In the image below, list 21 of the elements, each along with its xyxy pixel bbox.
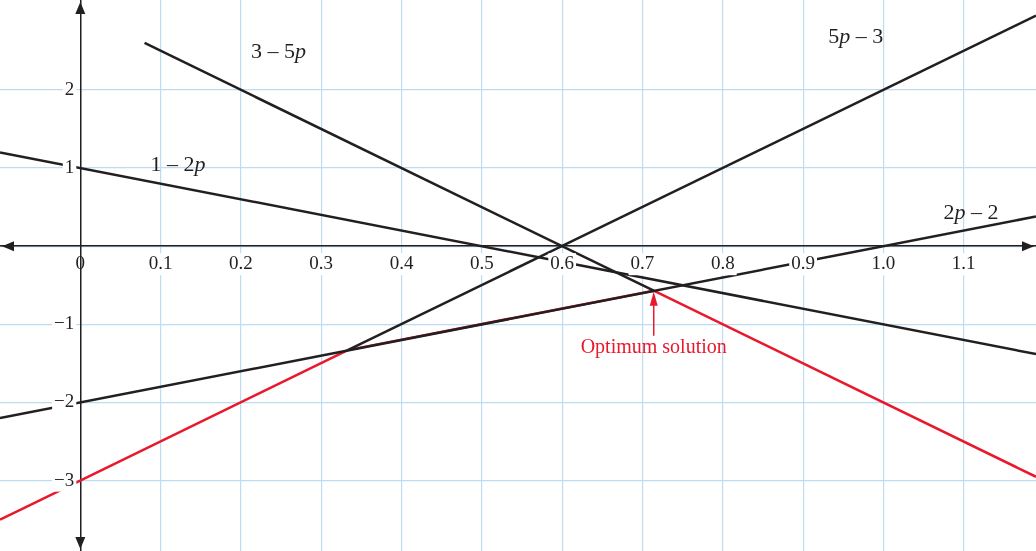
x-tick-label: 1.1 xyxy=(951,252,976,274)
y-tick-label: −3 xyxy=(54,468,75,490)
y-tick-label: 2 xyxy=(64,77,75,99)
x-tick-label: 0.5 xyxy=(469,252,494,274)
x-tick-label: 0.9 xyxy=(791,252,815,274)
x-tick-label: 0.7 xyxy=(630,252,655,274)
x-tick-label: 1.0 xyxy=(871,252,896,274)
x-tick-label: 0.2 xyxy=(229,252,253,274)
y-tick-label: −1 xyxy=(54,312,75,334)
series-label: 5p – 3 xyxy=(828,22,884,48)
y-tick-label: 1 xyxy=(64,156,75,178)
x-tick-label: 0.1 xyxy=(148,252,173,274)
annotation: Optimum solution xyxy=(580,334,727,358)
x-tick-label: 0.6 xyxy=(550,252,575,274)
y-tick-label: −2 xyxy=(54,390,75,412)
x-tick-label: 0.3 xyxy=(309,252,334,274)
x-tick-label: 0.4 xyxy=(389,252,414,274)
series-label: 1 – 2p xyxy=(150,150,206,176)
series-label: 3 – 5p xyxy=(250,38,306,64)
x-tick-label: 0.8 xyxy=(710,252,735,274)
series-label: 2p – 2 xyxy=(943,198,999,224)
